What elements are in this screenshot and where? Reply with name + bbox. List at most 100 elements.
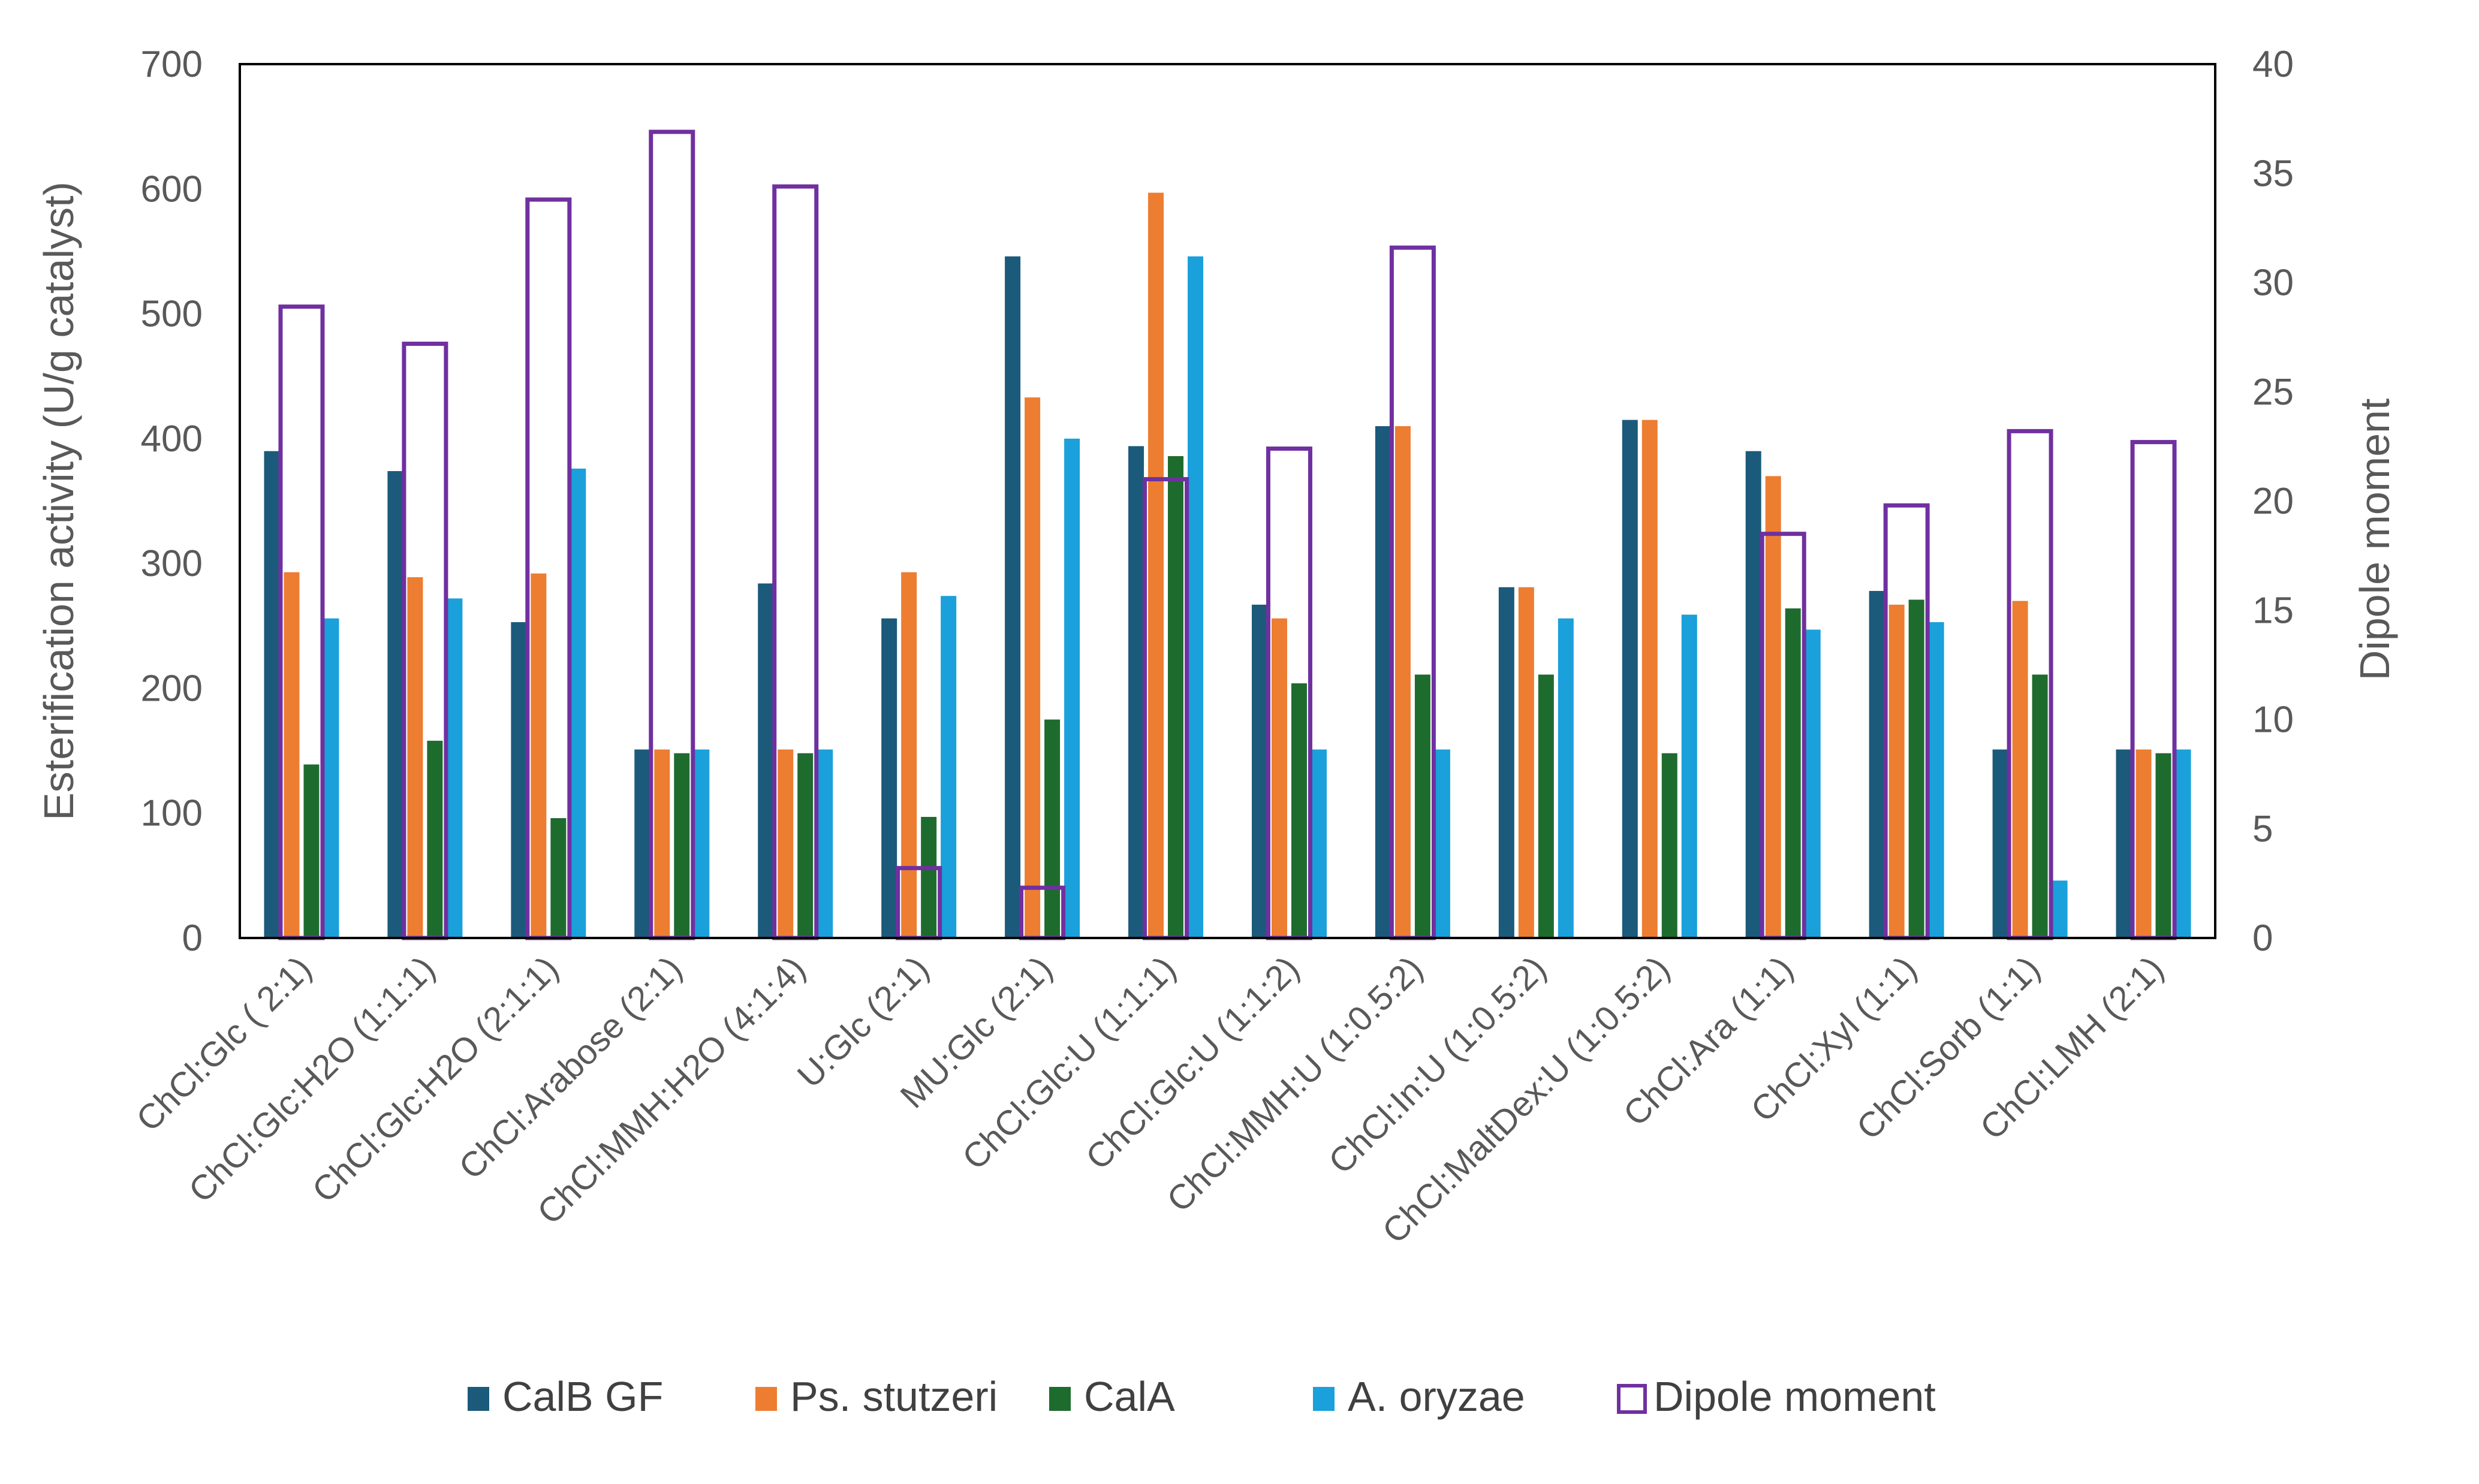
bar-calb-gf [387,471,403,938]
bar-a-oryzae [817,749,833,938]
bar-ps-stutzeri [407,577,423,938]
right-tick-label: 20 [2252,481,2294,522]
bar-a-oryzae [1805,629,1821,938]
legend-label-cala: CalA [1084,1373,1175,1420]
left-tick-label: 500 [141,294,203,335]
bar-a-oryzae [941,596,957,938]
bar-calb-gf [1128,446,1144,938]
bar-cala [1908,599,1924,938]
bar-ps-stutzeri [1641,420,1658,938]
bar-calb-gf [1869,590,1885,938]
left-axis-ticks: 0 100 200 300 400 500 600 700 [141,44,203,959]
bar-a-oryzae [1064,438,1080,938]
bar-ps-stutzeri [2135,749,2152,938]
bar-a-oryzae [1681,614,1697,938]
left-tick-label: 100 [141,793,203,834]
bar-cala [1168,456,1184,938]
legend-swatch-dipole-moment [1617,1384,1647,1414]
bars-layer [264,192,2191,938]
bar-cala [1785,608,1801,938]
right-tick-label: 0 [2252,918,2273,959]
right-tick-label: 15 [2252,590,2294,631]
left-axis-title: Esterification activity (U/g catalyst) [35,182,82,821]
bar-a-oryzae [1558,618,1574,938]
bar-cala [427,740,443,938]
left-tick-label: 700 [141,44,203,85]
bar-a-oryzae [2175,749,2191,938]
bar-a-oryzae [694,749,710,938]
left-tick-label: 200 [141,668,203,709]
bar-calb-gf [1745,451,1761,938]
bar-ps-stutzeri [284,572,300,938]
bar-cala [1291,683,1307,938]
bar-ps-stutzeri [778,749,794,938]
bar-calb-gf [1622,420,1638,938]
left-tick-label: 600 [141,168,203,210]
bar-calb-gf [1005,256,1021,938]
right-tick-label: 5 [2252,809,2273,850]
left-tick-label: 300 [141,543,203,584]
legend-swatch-cala [1049,1387,1071,1411]
bar-ps-stutzeri [531,573,547,938]
bar-ps-stutzeri [1765,476,1781,938]
bar-cala [674,753,690,938]
bar-calb-gf [634,749,650,938]
right-axis-title: Dipole moment [2351,399,2398,681]
bar-ps-stutzeri [1025,397,1041,938]
bar-cala [550,818,567,938]
bar-cala [2032,674,2048,938]
bar-calb-gf [1375,426,1391,938]
bar-calb-gf [758,583,774,938]
bar-ps-stutzeri [1271,618,1287,938]
legend-label-ps-stutzeri: Ps. stutzeri [790,1373,998,1420]
bar-cala [303,764,320,938]
bar-ps-stutzeri [901,572,917,938]
bar-ps-stutzeri [2012,601,2028,938]
bar-cala [921,816,937,938]
legend-label-calb-gf: CalB GF [502,1373,663,1420]
bar-cala [1044,719,1061,938]
bar-a-oryzae [2052,880,2068,938]
left-tick-label: 400 [141,418,203,460]
bar-a-oryzae [447,598,463,938]
right-tick-label: 10 [2252,699,2294,741]
legend-swatch-a-oryzae [1313,1387,1335,1411]
bar-a-oryzae [1928,622,1944,938]
legend-label-dipole-moment: Dipole moment [1653,1373,1936,1420]
left-tick-label: 0 [182,918,203,959]
bar-cala [797,753,814,938]
bar-calb-gf [1992,749,2008,938]
legend-label-a-oryzae: A. oryzae [1348,1373,1525,1420]
bar-ps-stutzeri [1148,192,1164,938]
plot-area-frame [239,63,2216,939]
right-tick-label: 25 [2252,372,2294,413]
legend-swatch-calb-gf [468,1387,489,1411]
bar-a-oryzae [1188,256,1204,938]
bar-cala [1538,674,1554,938]
legend-swatch-ps-stutzeri [755,1387,777,1411]
bar-ps-stutzeri [654,749,670,938]
bar-calb-gf [511,622,527,938]
right-tick-label: 30 [2252,263,2294,304]
bar-ps-stutzeri [1518,587,1534,938]
bar-calb-gf [881,618,897,938]
bar-ps-stutzeri [1394,426,1411,938]
bar-a-oryzae [1311,749,1327,938]
right-tick-label: 40 [2252,44,2294,85]
bar-calb-gf [1251,604,1267,938]
bar-cala [1414,674,1430,938]
bar-ps-stutzeri [1888,604,1905,938]
right-tick-label: 35 [2252,153,2294,194]
right-axis-ticks: 0 5 10 15 20 25 30 35 40 [2252,44,2294,959]
bar-cala [2155,753,2171,938]
bar-calb-gf [1498,587,1514,938]
legend: CalB GF Ps. stutzeri CalA A. oryzae Dipole m… [468,1373,1936,1420]
bar-cala [1661,753,1677,938]
bar-a-oryzae [1434,749,1450,938]
bar-calb-gf [264,451,280,938]
bar-calb-gf [2116,749,2132,938]
bar-a-oryzae [570,468,586,938]
